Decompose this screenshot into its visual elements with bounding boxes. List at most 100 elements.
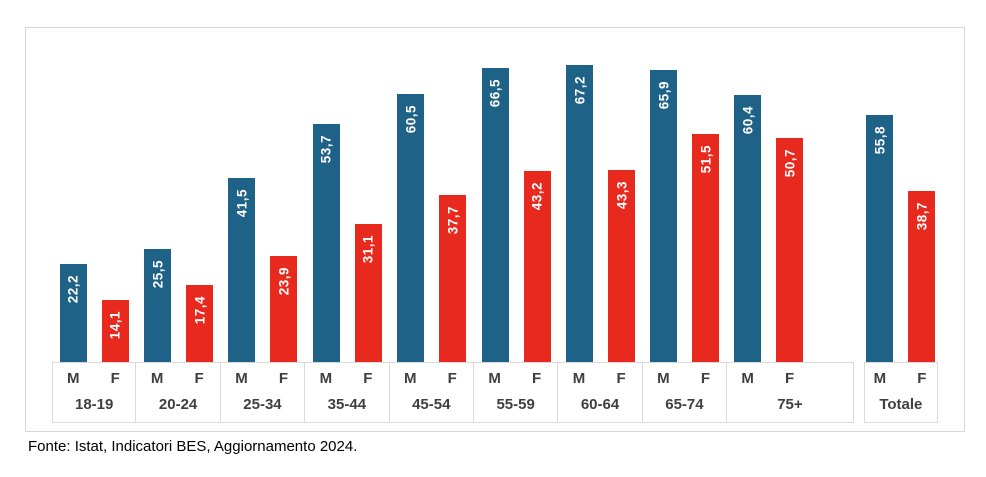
bar-male-Totale: 55,8 xyxy=(866,115,894,362)
bar-group-35-44: 53,7 31,1 M F 35-44 xyxy=(305,30,390,423)
value-label: 67,2 xyxy=(572,75,588,104)
series-label-f: F xyxy=(532,370,542,388)
value-label: 23,9 xyxy=(276,267,292,296)
series-label-f: F xyxy=(363,370,373,388)
category-label: 18-19 xyxy=(75,395,114,413)
series-label-f: F xyxy=(110,370,120,388)
value-label: 37,7 xyxy=(445,206,461,235)
value-label: 55,8 xyxy=(872,126,888,155)
bar-pair: 25,5 17,4 xyxy=(136,30,220,362)
axis-cell-25-34: M F 25-34 xyxy=(220,362,306,423)
value-label: 66,5 xyxy=(487,78,503,107)
category-label: 45-54 xyxy=(412,395,451,413)
value-label: 51,5 xyxy=(698,145,714,174)
bar-female-45-54: 37,7 xyxy=(439,195,467,362)
bar-female-55-59: 43,2 xyxy=(523,170,551,362)
bar-group-18-19: 22,2 14,1 M F 18-19 xyxy=(52,30,137,423)
axis-cell-18-19: M F 18-19 xyxy=(52,362,137,423)
axis-cell-35-44: M F 35-44 xyxy=(305,362,390,423)
series-label-m: M xyxy=(572,370,586,388)
value-label: 50,7 xyxy=(782,148,798,177)
series-label-f: F xyxy=(616,370,626,388)
series-label-m: M xyxy=(66,370,80,388)
series-label-m: M xyxy=(235,370,248,388)
series-label-m: M xyxy=(150,370,164,388)
bar-pair: 22,2 14,1 xyxy=(52,30,136,362)
bar-pair: 53,7 31,1 xyxy=(305,30,389,362)
source-note: Fonte: Istat, Indicatori BES, Aggiorname… xyxy=(28,438,358,455)
bar-group-60-64: 67,2 43,3 M F 60-64 xyxy=(558,30,643,423)
bar-male-55-59: 66,5 xyxy=(481,67,509,362)
category-label: 65-74 xyxy=(665,395,704,413)
bar-female-25-34: 23,9 xyxy=(270,256,298,362)
bar-group-Totale: 55,8 38,7 M F Totale xyxy=(863,30,939,423)
bar-pair: 55,8 38,7 xyxy=(864,30,938,362)
value-label: 38,7 xyxy=(914,201,930,230)
bar-female-Totale: 38,7 xyxy=(908,190,936,362)
value-label: 60,5 xyxy=(403,105,419,134)
axis-cell-55-59: M F 55-59 xyxy=(473,362,559,423)
bar-pair: 65,9 51,5 xyxy=(643,30,727,362)
series-label-f: F xyxy=(700,370,710,388)
value-label: 60,4 xyxy=(740,105,756,134)
bar-male-20-24: 25,5 xyxy=(144,249,172,362)
axis-cell-65-74: M F 65-74 xyxy=(642,362,728,423)
axis-cell-45-54: M F 45-54 xyxy=(389,362,474,423)
value-label: 65,9 xyxy=(656,81,672,110)
axis-cell-60-64: M F 60-64 xyxy=(558,362,643,423)
bar-male-25-34: 41,5 xyxy=(228,178,256,362)
bar-male-35-44: 53,7 xyxy=(312,124,340,362)
series-label-m: M xyxy=(741,370,754,388)
series-label-m: M xyxy=(873,370,887,388)
value-label: 31,1 xyxy=(360,235,376,264)
bar-group-45-54: 60,5 37,7 M F 45-54 xyxy=(389,30,474,423)
plot-area: 22,2 14,1 M F 18-19 25,5 17,4 M F 20-24 41,5 23,9 M F… xyxy=(52,30,939,423)
axis-cell-Totale: M F Totale xyxy=(863,362,939,423)
category-label: 25-34 xyxy=(243,395,282,413)
value-label: 14,1 xyxy=(107,310,123,339)
bar-female-60-64: 43,3 xyxy=(608,170,636,362)
value-label: 43,2 xyxy=(529,181,545,211)
chart-frame: 22,2 14,1 M F 18-19 25,5 17,4 M F 20-24 41,5 23,9 M F… xyxy=(25,27,965,432)
category-label: 60-64 xyxy=(580,395,620,413)
bar-pair: 41,5 23,9 xyxy=(221,30,305,362)
bar-group-20-24: 25,5 17,4 M F 20-24 xyxy=(136,30,221,423)
bar-pair: 60,4 50,7 xyxy=(727,30,854,362)
bar-group-55-59: 66,5 43,2 M F 55-59 xyxy=(473,30,559,423)
bar-male-45-54: 60,5 xyxy=(397,94,425,362)
category-label: 75+ xyxy=(777,395,803,413)
bar-female-65-74: 51,5 xyxy=(692,134,720,362)
category-label: Totale xyxy=(879,395,923,413)
series-label-m: M xyxy=(488,370,501,388)
series-label-m: M xyxy=(404,370,417,388)
bar-male-60-64: 67,2 xyxy=(566,64,594,362)
bar-female-18-19: 14,1 xyxy=(101,299,129,362)
bar-pair: 66,5 43,2 xyxy=(474,30,558,362)
axis-cell-75+: M F 75+ xyxy=(727,362,854,423)
bar-pair: 67,2 43,3 xyxy=(558,30,642,362)
series-label-m: M xyxy=(319,370,333,388)
bar-group-25-34: 41,5 23,9 M F 25-34 xyxy=(220,30,306,423)
value-label: 25,5 xyxy=(150,260,166,289)
bar-group-75+: 60,4 50,7 M F 75+ xyxy=(727,30,854,423)
bar-group-65-74: 65,9 51,5 M F 65-74 xyxy=(642,30,728,423)
category-label: 35-44 xyxy=(327,395,367,413)
category-label: 55-59 xyxy=(496,395,535,413)
series-label-f: F xyxy=(785,370,795,388)
bar-female-35-44: 31,1 xyxy=(354,224,382,362)
bar-female-75+: 50,7 xyxy=(776,137,804,362)
series-label-f: F xyxy=(447,370,457,388)
series-label-f: F xyxy=(278,370,289,388)
category-label: 20-24 xyxy=(158,395,198,413)
series-label-f: F xyxy=(917,370,927,388)
value-label: 43,3 xyxy=(614,181,630,210)
value-label: 53,7 xyxy=(318,135,334,164)
